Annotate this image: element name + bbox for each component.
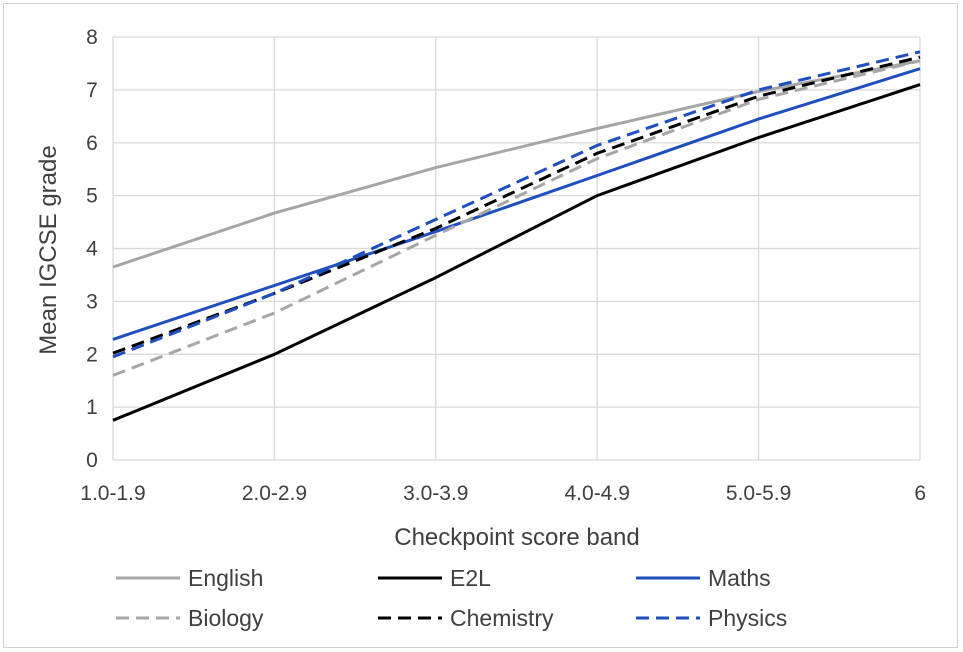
y-tick-label: 0 bbox=[86, 449, 98, 472]
y-tick-labels: 0 1 2 3 4 5 6 7 8 bbox=[86, 26, 98, 472]
x-tick-label: 3.0-3.9 bbox=[403, 482, 468, 505]
legend: English E2L Maths Biology Chemistry Physics bbox=[116, 565, 787, 631]
legend-label-chemistry: Chemistry bbox=[450, 605, 554, 631]
y-tick-label: 3 bbox=[86, 290, 98, 313]
y-tick-label: 6 bbox=[86, 132, 98, 155]
legend-label-physics: Physics bbox=[708, 605, 787, 631]
x-tick-label: 4.0-4.9 bbox=[565, 482, 630, 505]
y-tick-label: 2 bbox=[86, 343, 98, 366]
x-tick-label: 1.0-1.9 bbox=[80, 482, 145, 505]
legend-label-english: English bbox=[188, 565, 263, 591]
series-line-e2l bbox=[112, 83, 921, 422]
y-tick-label: 4 bbox=[86, 238, 98, 261]
y-tick-label: 5 bbox=[86, 185, 98, 208]
y-tick-label: 1 bbox=[86, 396, 98, 419]
x-axis-title: Checkpoint score band bbox=[394, 524, 639, 551]
series-line-physics bbox=[112, 50, 921, 359]
x-tick-label: 2.0-2.9 bbox=[242, 482, 307, 505]
y-axis-title: Mean IGCSE grade bbox=[35, 145, 62, 354]
legend-label-biology: Biology bbox=[188, 605, 264, 631]
series-line-english bbox=[112, 59, 921, 269]
x-tick-labels: 1.0-1.9 2.0-2.9 3.0-3.9 4.0-4.9 5.0-5.9 6 bbox=[80, 482, 926, 505]
legend-label-maths: Maths bbox=[708, 565, 771, 591]
x-tick-label: 6 bbox=[914, 482, 926, 505]
series-line-maths bbox=[112, 67, 921, 341]
legend-label-e2l: E2L bbox=[450, 565, 491, 591]
series-lines bbox=[112, 50, 921, 422]
y-tick-label: 8 bbox=[86, 26, 98, 49]
series-line-biology bbox=[112, 59, 921, 377]
gridlines bbox=[112, 36, 921, 461]
chart-frame bbox=[3, 3, 958, 648]
x-tick-label: 5.0-5.9 bbox=[726, 482, 791, 505]
y-tick-label: 7 bbox=[86, 79, 98, 102]
